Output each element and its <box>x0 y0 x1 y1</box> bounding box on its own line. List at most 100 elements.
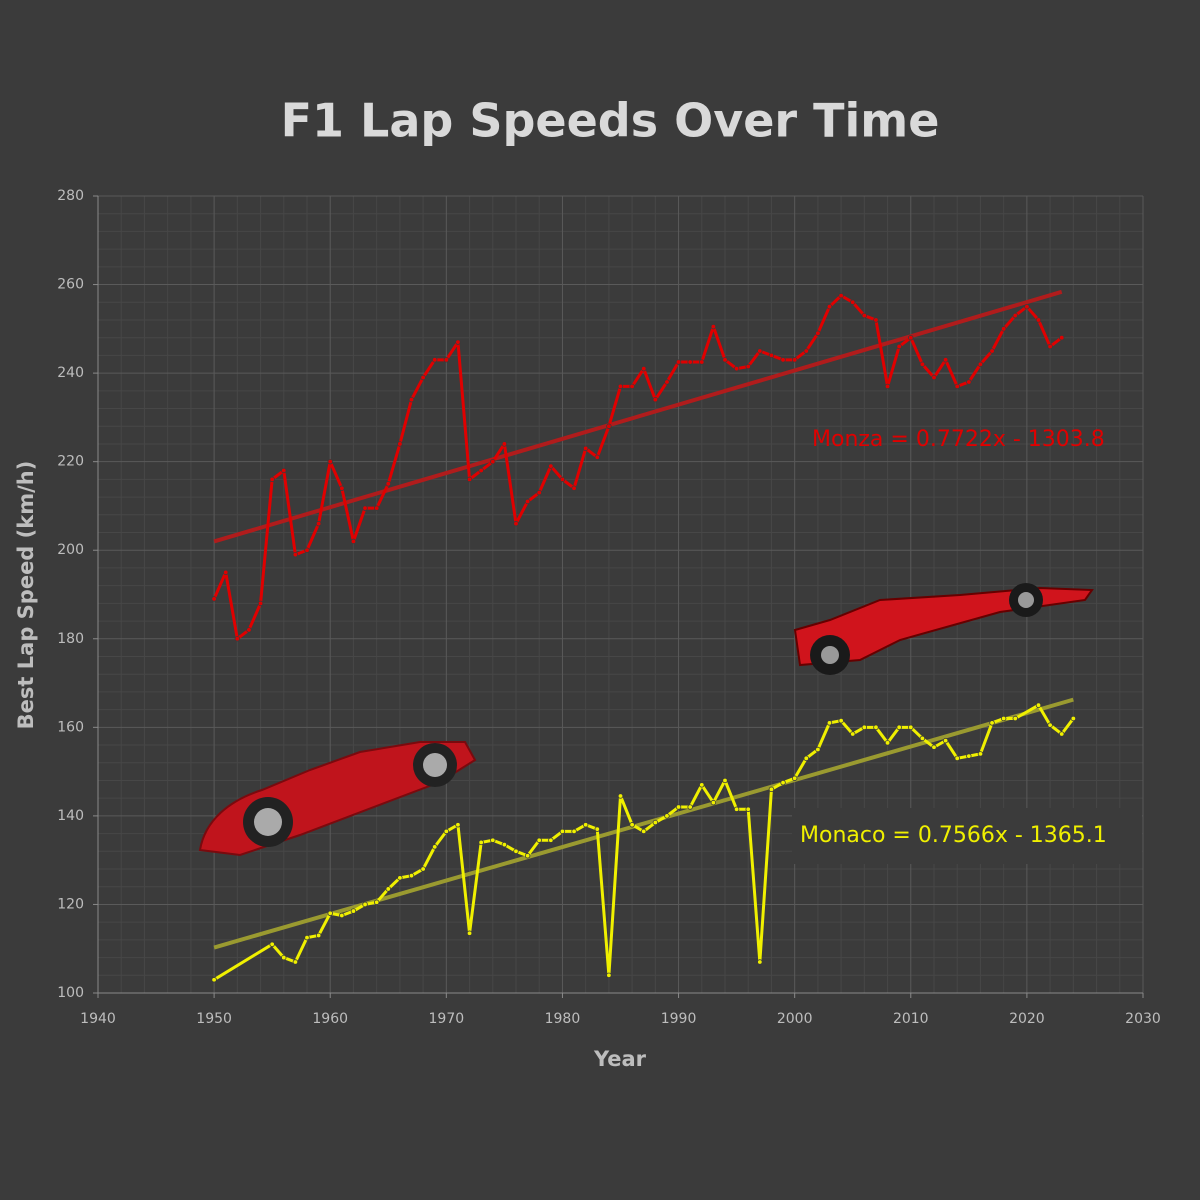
x-tick-label: 1940 <box>80 1011 116 1027</box>
data-point <box>652 396 659 403</box>
x-axis-label: Year <box>593 1047 647 1071</box>
data-point <box>385 886 391 892</box>
data-point <box>884 383 891 390</box>
data-point <box>408 872 415 879</box>
y-tick-label: 240 <box>57 365 84 381</box>
data-point <box>536 837 542 843</box>
data-point <box>315 932 322 939</box>
vintage-car-illustration <box>198 741 477 857</box>
data-point <box>1000 326 1007 332</box>
y-tick-label: 260 <box>57 277 84 293</box>
data-point <box>977 751 984 757</box>
data-point <box>861 724 868 731</box>
x-tick-label: 1960 <box>312 1011 348 1027</box>
data-point <box>710 799 717 806</box>
data-point <box>1000 715 1007 722</box>
data-point <box>954 383 960 390</box>
data-point <box>281 954 287 961</box>
data-point <box>826 720 833 726</box>
data-point <box>652 819 659 826</box>
data-point <box>292 551 299 558</box>
data-point <box>722 777 728 784</box>
data-point <box>931 744 937 750</box>
data-point <box>896 724 902 731</box>
data-point <box>304 547 310 553</box>
data-point <box>594 826 600 832</box>
data-point <box>664 379 670 385</box>
x-tick-label: 2030 <box>1125 1011 1161 1027</box>
data-point <box>617 383 624 390</box>
data-point <box>362 505 368 511</box>
y-tick-label: 280 <box>57 188 84 204</box>
data-point <box>815 746 821 753</box>
data-point <box>1070 715 1077 722</box>
data-point <box>722 357 728 363</box>
data-point <box>745 363 751 370</box>
data-point <box>455 339 461 345</box>
data-point <box>373 899 380 905</box>
data-point <box>478 839 484 846</box>
data-point <box>873 317 879 323</box>
data-point <box>490 458 496 465</box>
data-point <box>1024 303 1030 310</box>
trend-label: Monaco = 0.7566x - 1365.1 <box>800 823 1107 848</box>
data-point <box>780 357 786 363</box>
data-point <box>733 806 740 812</box>
y-tick-label: 160 <box>57 719 84 735</box>
data-point <box>373 505 380 511</box>
data-point <box>873 724 879 731</box>
series-line <box>212 294 1063 641</box>
data-point <box>733 365 740 372</box>
trend-label: Monza = 0.7722x - 1303.8 <box>812 427 1105 452</box>
data-point <box>582 445 589 452</box>
data-point <box>524 853 531 859</box>
data-point <box>223 569 229 576</box>
data-point <box>896 343 902 350</box>
y-tick-label: 180 <box>57 631 84 647</box>
x-tick-label: 1990 <box>661 1011 697 1027</box>
data-point <box>757 348 763 354</box>
data-point <box>838 292 844 299</box>
data-point <box>397 875 403 881</box>
data-point <box>490 837 496 843</box>
data-point <box>1047 722 1053 728</box>
data-point <box>617 793 624 799</box>
x-tick-label: 1970 <box>429 1011 465 1027</box>
data-point <box>675 359 682 365</box>
data-point <box>397 441 403 447</box>
data-point <box>339 485 345 491</box>
data-point <box>292 959 299 965</box>
data-point <box>977 361 984 367</box>
data-point <box>768 352 775 359</box>
data-point <box>850 299 856 305</box>
data-point <box>443 828 450 835</box>
data-point <box>524 498 531 505</box>
data-point <box>815 330 821 336</box>
grid: 100 120 140 160 180 200 220 240 260 280 1940 1950 19… <box>57 188 1161 1027</box>
data-point <box>850 731 856 737</box>
data-point <box>315 520 322 527</box>
data-point <box>966 379 972 385</box>
data-point <box>327 458 333 465</box>
data-point <box>501 441 508 447</box>
data-point <box>861 312 868 319</box>
trendline <box>213 697 1074 950</box>
data-point <box>803 348 809 354</box>
y-tick-label: 200 <box>57 542 84 558</box>
modern-car-illustration <box>793 583 1094 675</box>
data-point <box>942 357 949 363</box>
data-point <box>571 485 577 491</box>
data-point <box>257 600 264 607</box>
data-point <box>675 804 682 810</box>
data-point <box>1035 702 1042 708</box>
data-point <box>559 476 566 483</box>
data-point <box>641 828 647 835</box>
trend-label-box <box>792 808 1142 864</box>
data-point <box>942 737 949 744</box>
plot-area: Monza = 0.7722x - 1303.8MonzaMonaco = 0.… <box>211 289 1142 983</box>
data-point <box>989 720 995 726</box>
data-point <box>420 374 426 381</box>
data-point <box>908 724 914 731</box>
data-point <box>548 837 554 843</box>
